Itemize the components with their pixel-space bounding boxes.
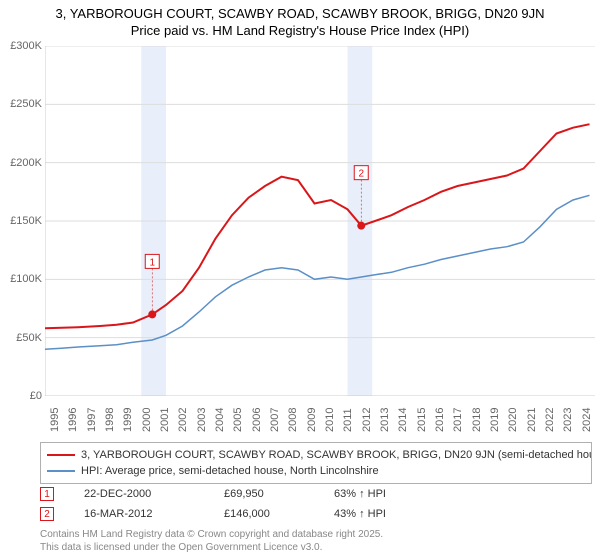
x-tick-label: 1997 xyxy=(86,408,98,432)
x-tick-label: 2016 xyxy=(434,408,446,432)
chart-svg: 12 xyxy=(45,46,595,396)
y-tick-label: £300K xyxy=(0,40,42,52)
y-tick-label: £200K xyxy=(0,157,42,169)
chart-title: 3, YARBOROUGH COURT, SCAWBY ROAD, SCAWBY… xyxy=(0,0,600,42)
sale-marker-idx: 1 xyxy=(44,489,50,500)
x-tick-label: 2018 xyxy=(471,408,483,432)
legend-item-price-paid: 3, YARBOROUGH COURT, SCAWBY ROAD, SCAWBY… xyxy=(47,447,585,463)
x-tick-label: 2010 xyxy=(324,408,336,432)
sale-pct: 63% ↑ HPI xyxy=(334,488,454,500)
y-tick-label: £150K xyxy=(0,215,42,227)
x-tick-label: 2003 xyxy=(196,408,208,432)
sale-pct: 43% ↑ HPI xyxy=(334,508,454,520)
legend: 3, YARBOROUGH COURT, SCAWBY ROAD, SCAWBY… xyxy=(40,442,592,484)
x-tick-label: 2004 xyxy=(214,408,226,432)
x-tick-label: 2011 xyxy=(342,408,354,432)
x-tick-label: 2021 xyxy=(526,408,538,432)
sale-marker-1: 1 xyxy=(40,487,54,501)
legend-item-hpi: HPI: Average price, semi-detached house,… xyxy=(47,463,585,479)
x-tick-label: 1999 xyxy=(122,408,134,432)
y-tick-label: £50K xyxy=(0,332,42,344)
svg-text:1: 1 xyxy=(149,257,155,268)
x-tick-label: 2001 xyxy=(159,408,171,432)
svg-text:2: 2 xyxy=(358,169,364,180)
sales-table: 1 22-DEC-2000 £69,950 63% ↑ HPI 2 16-MAR… xyxy=(40,484,592,524)
title-line-2: Price paid vs. HM Land Registry's House … xyxy=(10,23,590,38)
x-tick-label: 2008 xyxy=(287,408,299,432)
chart-plot-area: 12 xyxy=(45,46,595,396)
x-tick-label: 2017 xyxy=(452,408,464,432)
legend-swatch xyxy=(47,470,75,472)
x-axis: 1995 1996 1997 1998 1999 2000 2001 2002 2003 2004… xyxy=(45,400,595,440)
sales-row: 1 22-DEC-2000 £69,950 63% ↑ HPI xyxy=(40,484,592,504)
footer-attribution: Contains HM Land Registry data © Crown c… xyxy=(40,528,383,554)
y-tick-label: £100K xyxy=(0,273,42,285)
sales-row: 2 16-MAR-2012 £146,000 43% ↑ HPI xyxy=(40,504,592,524)
x-tick-label: 2020 xyxy=(507,408,519,432)
legend-swatch xyxy=(47,454,75,456)
chart-container: 3, YARBOROUGH COURT, SCAWBY ROAD, SCAWBY… xyxy=(0,0,600,560)
x-tick-label: 1998 xyxy=(104,408,116,432)
legend-label: 3, YARBOROUGH COURT, SCAWBY ROAD, SCAWBY… xyxy=(81,449,592,461)
title-line-1: 3, YARBOROUGH COURT, SCAWBY ROAD, SCAWBY… xyxy=(10,6,590,21)
x-tick-label: 2014 xyxy=(397,408,409,432)
sale-price: £146,000 xyxy=(224,508,334,520)
x-tick-label: 2006 xyxy=(251,408,263,432)
y-tick-label: £0 xyxy=(0,390,42,402)
legend-label: HPI: Average price, semi-detached house,… xyxy=(81,465,379,477)
x-tick-label: 2009 xyxy=(306,408,318,432)
x-tick-label: 2002 xyxy=(177,408,189,432)
x-tick-label: 2019 xyxy=(489,408,501,432)
x-tick-label: 2005 xyxy=(232,408,244,432)
x-tick-label: 1996 xyxy=(67,408,79,432)
x-tick-label: 2015 xyxy=(416,408,428,432)
sale-price: £69,950 xyxy=(224,488,334,500)
sale-date: 16-MAR-2012 xyxy=(84,508,224,520)
x-tick-label: 2023 xyxy=(562,408,574,432)
y-tick-label: £250K xyxy=(0,98,42,110)
x-tick-label: 2007 xyxy=(269,408,281,432)
x-tick-label: 2022 xyxy=(544,408,556,432)
footer-line-1: Contains HM Land Registry data © Crown c… xyxy=(40,528,383,541)
x-tick-label: 2013 xyxy=(379,408,391,432)
x-tick-label: 1995 xyxy=(49,408,61,432)
x-tick-label: 2012 xyxy=(361,408,373,432)
x-tick-label: 2000 xyxy=(141,408,153,432)
footer-line-2: This data is licensed under the Open Gov… xyxy=(40,541,383,554)
sale-date: 22-DEC-2000 xyxy=(84,488,224,500)
sale-marker-idx: 2 xyxy=(44,509,50,520)
sale-marker-2: 2 xyxy=(40,507,54,521)
x-tick-label: 2024 xyxy=(581,408,593,432)
